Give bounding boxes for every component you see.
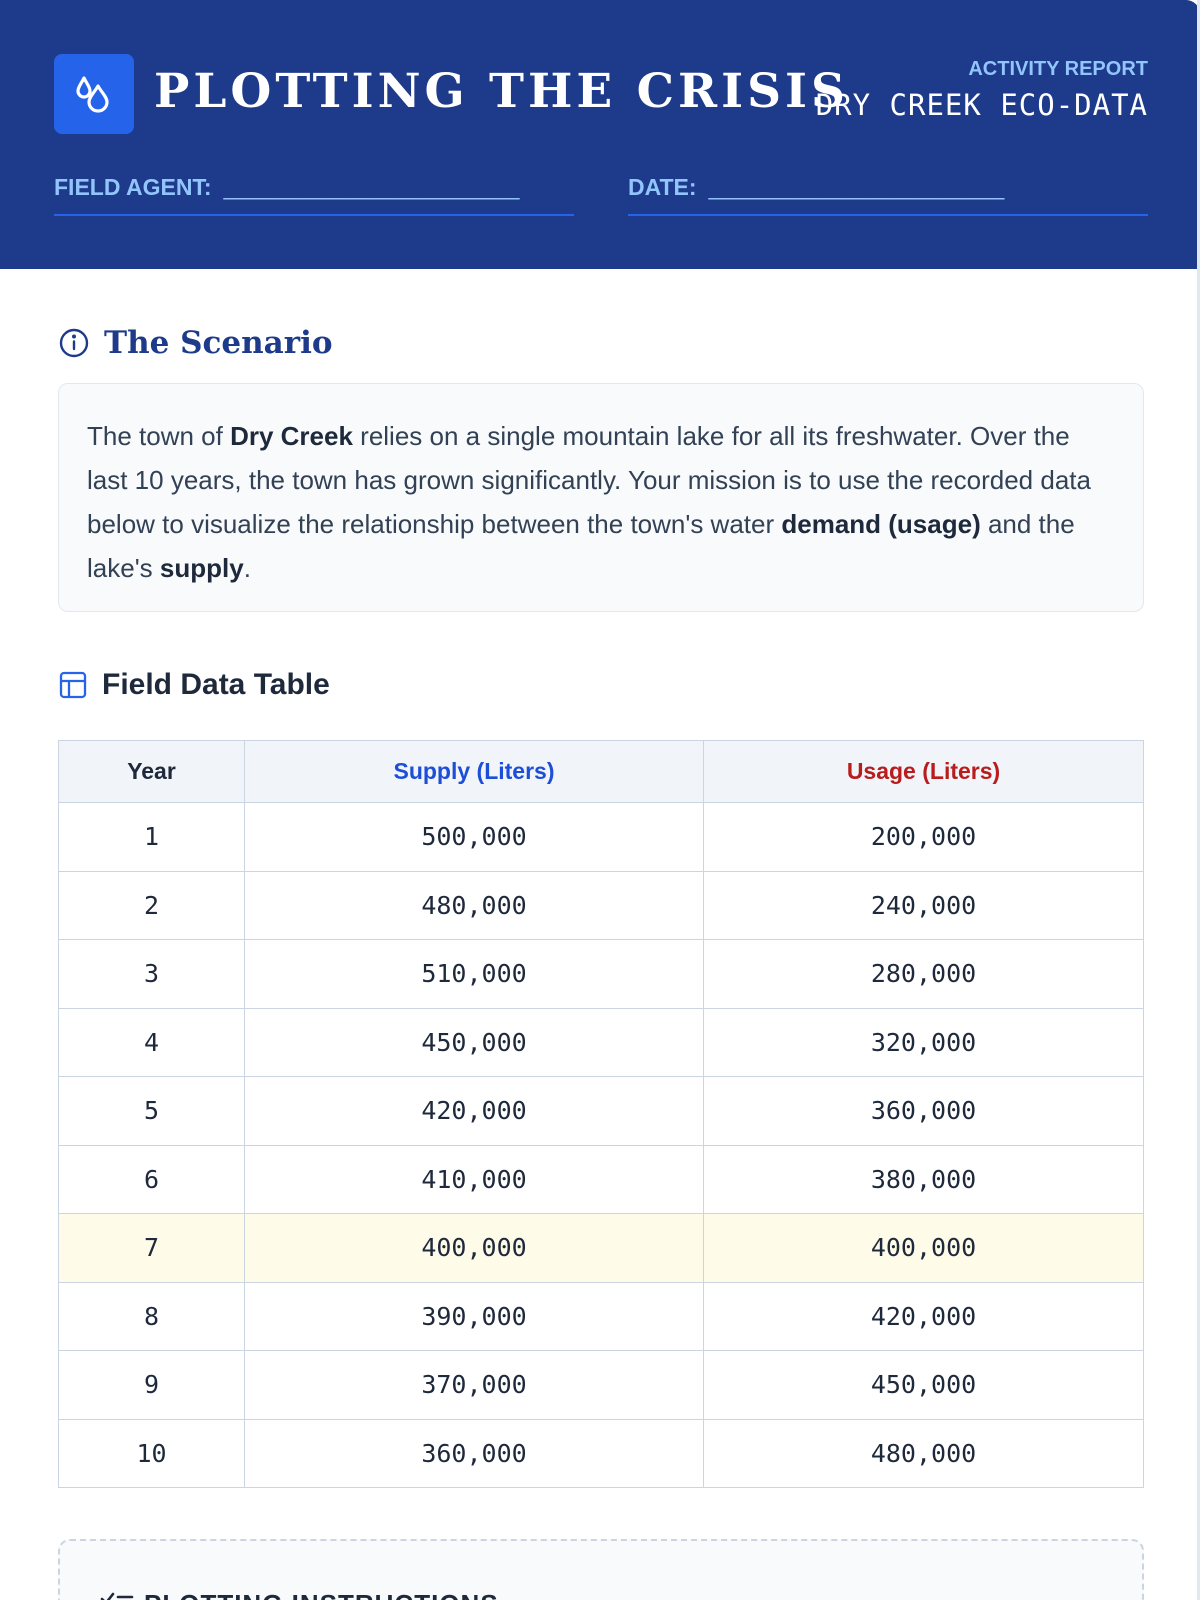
year-cell: 8 — [58, 1281, 245, 1351]
field-agent-label: FIELD AGENT: — [54, 174, 212, 200]
table-row: 2 480,000 240,000 — [58, 870, 1144, 940]
year-cell: 6 — [58, 1144, 245, 1214]
water-drops-icon — [76, 76, 109, 113]
usage-cell: 200,000 — [703, 802, 1144, 872]
table-row: 8 390,000 420,000 — [58, 1281, 1144, 1351]
usage-cell: 400,000 — [703, 1213, 1144, 1283]
usage-cell: 240,000 — [703, 870, 1144, 940]
usage-cell: 280,000 — [703, 939, 1144, 1009]
year-cell: 2 — [58, 870, 245, 940]
year-cell: 7 — [58, 1213, 245, 1283]
supply-cell: 420,000 — [244, 1076, 704, 1146]
date-label: DATE: — [628, 174, 697, 200]
page-title: PLOTTING THE CRISIS — [154, 64, 849, 119]
info-icon — [59, 328, 89, 358]
table-row: 3 510,000 280,000 — [58, 939, 1144, 1009]
usage-cell: 420,000 — [703, 1281, 1144, 1351]
supply-cell: 390,000 — [244, 1281, 704, 1351]
plotting-instructions-heading: PLOTTING INSTRUCTIONS — [100, 1589, 499, 1600]
checklist-icon — [100, 1592, 134, 1600]
table-row-highlighted: 7 400,000 400,000 — [58, 1213, 1144, 1283]
table-header-row: Year Supply (Liters) Usage (Liters) — [58, 740, 1144, 803]
report-type-label: ACTIVITY REPORT — [968, 58, 1148, 80]
supply-cell: 510,000 — [244, 939, 704, 1009]
scenario-supply: supply — [159, 553, 244, 583]
date-blank: _________________________ — [708, 174, 1005, 200]
column-header-year: Year — [58, 740, 245, 803]
usage-cell: 360,000 — [703, 1076, 1144, 1146]
scenario-heading-text: The Scenario — [104, 325, 333, 361]
date-field[interactable]: DATE: _________________________ — [628, 174, 1148, 216]
supply-cell: 400,000 — [244, 1213, 704, 1283]
table-icon — [59, 671, 87, 699]
table-row: 10 360,000 480,000 — [58, 1418, 1144, 1488]
scenario-text: and the lake's — [87, 509, 1075, 583]
table-row: 6 410,000 380,000 — [58, 1144, 1144, 1214]
supply-cell: 370,000 — [244, 1350, 704, 1420]
table-row: 5 420,000 360,000 — [58, 1076, 1144, 1146]
supply-cell: 410,000 — [244, 1144, 704, 1214]
supply-cell: 450,000 — [244, 1007, 704, 1077]
field-data-table: Year Supply (Liters) Usage (Liters) 1 500… — [58, 740, 1144, 1488]
table-row: 9 370,000 450,000 — [58, 1350, 1144, 1420]
scenario-heading: The Scenario — [58, 325, 333, 361]
table-row: 4 450,000 320,000 — [58, 1007, 1144, 1077]
usage-cell: 320,000 — [703, 1007, 1144, 1077]
usage-cell: 380,000 — [703, 1144, 1144, 1214]
scenario-demand: demand (usage) — [781, 509, 981, 539]
year-cell: 3 — [58, 939, 245, 1009]
year-cell: 4 — [58, 1007, 245, 1077]
scenario-text: . — [243, 553, 251, 583]
field-agent-field[interactable]: FIELD AGENT: _________________________ — [54, 174, 574, 216]
year-cell: 10 — [58, 1418, 245, 1488]
supply-cell: 480,000 — [244, 870, 704, 940]
year-cell: 1 — [58, 802, 245, 872]
scenario-box: The town of Dry Creek relies on a single… — [58, 383, 1144, 612]
table-heading: Field Data Table — [58, 668, 330, 702]
year-cell: 5 — [58, 1076, 245, 1146]
supply-cell: 500,000 — [244, 802, 704, 872]
column-header-usage: Usage (Liters) — [703, 740, 1144, 803]
supply-cell: 360,000 — [244, 1418, 704, 1488]
scenario-text: The town of — [87, 421, 231, 451]
usage-cell: 480,000 — [703, 1418, 1144, 1488]
report-subtitle: DRY CREEK ECO-DATA — [815, 88, 1148, 122]
field-agent-blank: _________________________ — [223, 174, 520, 200]
scenario-text: relies on a single mountain lake for all… — [87, 421, 1091, 539]
scenario-town: Dry Creek — [230, 421, 353, 451]
report-header: PLOTTING THE CRISIS ACTIVITY REPORT DRY … — [0, 0, 1197, 269]
logo — [54, 54, 134, 134]
year-cell: 9 — [58, 1350, 245, 1420]
plotting-instructions-heading-text: PLOTTING INSTRUCTIONS — [144, 1589, 499, 1600]
column-header-supply: Supply (Liters) — [244, 740, 704, 803]
usage-cell: 450,000 — [703, 1350, 1144, 1420]
table-heading-text: Field Data Table — [102, 668, 330, 701]
table-row: 1 500,000 200,000 — [58, 802, 1144, 872]
plotting-instructions-box: PLOTTING INSTRUCTIONS — [58, 1539, 1144, 1600]
